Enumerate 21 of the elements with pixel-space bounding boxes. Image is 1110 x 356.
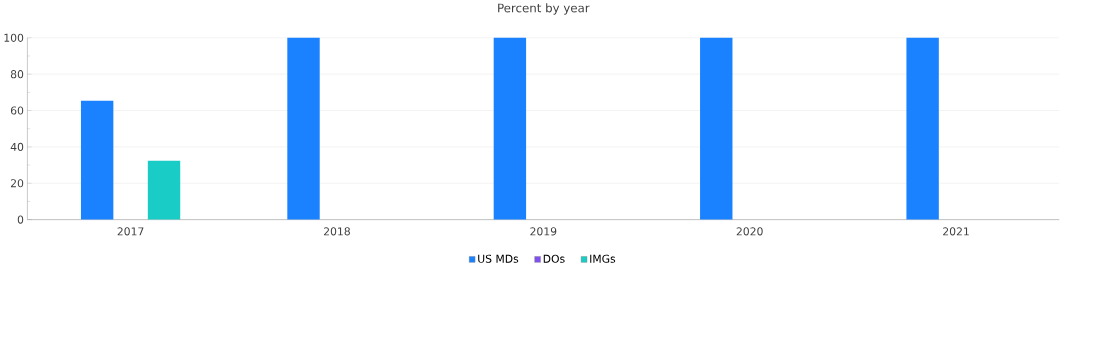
bar [700, 37, 733, 220]
y-tick-label: 0 [17, 215, 24, 224]
bar [147, 160, 181, 220]
bar [906, 37, 939, 220]
y-tick-label: 80 [10, 70, 24, 79]
legend-label: IMGs [590, 254, 616, 263]
bar [287, 37, 320, 220]
x-tick-label: 2019 [530, 227, 557, 236]
legend-label: US MDs [478, 254, 519, 263]
x-tick-label: 2018 [323, 227, 350, 236]
x-tick-label: 2021 [943, 227, 969, 236]
x-tick-label: 2017 [117, 227, 144, 236]
legend-label: DOs [543, 254, 565, 263]
x-tick-label: 2020 [736, 227, 763, 236]
bar [80, 100, 114, 220]
y-tick-label: 40 [10, 142, 24, 151]
y-tick-label: 60 [10, 106, 24, 115]
bar [493, 37, 527, 220]
chart-title: Percent by year [498, 3, 590, 15]
y-tick-label: 100 [4, 33, 24, 42]
y-tick-label: 20 [10, 179, 24, 188]
